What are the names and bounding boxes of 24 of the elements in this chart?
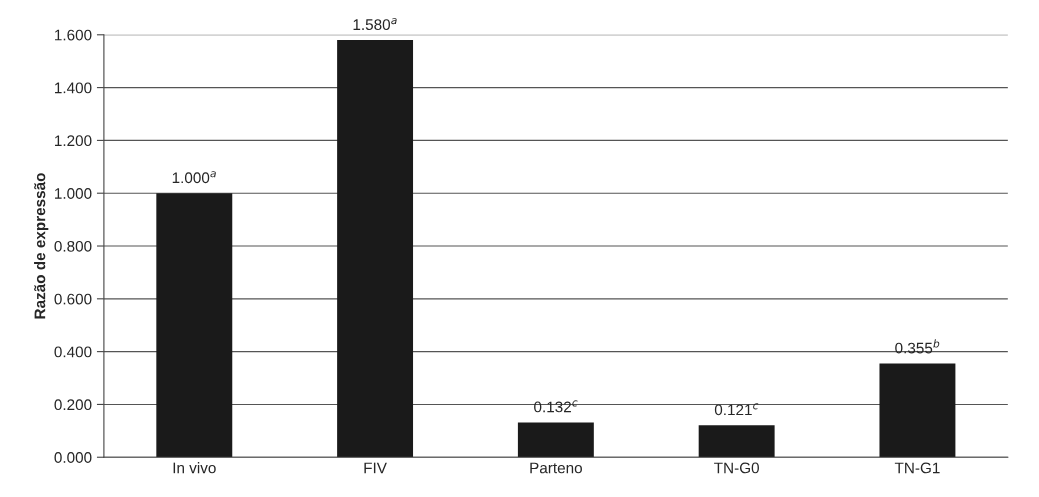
bar (698, 425, 775, 458)
bar (156, 193, 233, 458)
y-tick-label: 1.600 (55, 29, 92, 41)
y-tick-label: 0.400 (54, 346, 92, 358)
y-tick-label: 0.800 (54, 240, 92, 252)
data-label: 1.580$^{a}$ (353, 18, 397, 31)
x-tick-label: TN-G1 (894, 462, 940, 474)
data-label: 0.355$^{b}$ (895, 339, 940, 354)
y-tick-label: 1.200 (55, 135, 92, 147)
y-tick-label: 0.200 (54, 399, 92, 411)
data-label: 0.121$^{c}$ (714, 403, 759, 416)
y-tick-label: 0.000 (54, 452, 92, 463)
x-tick-label: TN-G0 (714, 462, 759, 474)
y-tick-label: 0.600 (54, 293, 92, 305)
x-tick-label: In vivo (173, 462, 216, 474)
data-label: 1.000$^{a}$ (172, 171, 216, 184)
x-tick-label: FIV (364, 462, 387, 474)
bar (517, 422, 594, 458)
x-tick-label: Parteno (530, 462, 582, 474)
y-axis-title: Razão de expressão (34, 173, 49, 319)
bar (879, 363, 956, 458)
y-tick-label: 1.000 (55, 188, 92, 199)
bar (337, 40, 414, 458)
y-tick-label: 1.400 (55, 82, 92, 94)
